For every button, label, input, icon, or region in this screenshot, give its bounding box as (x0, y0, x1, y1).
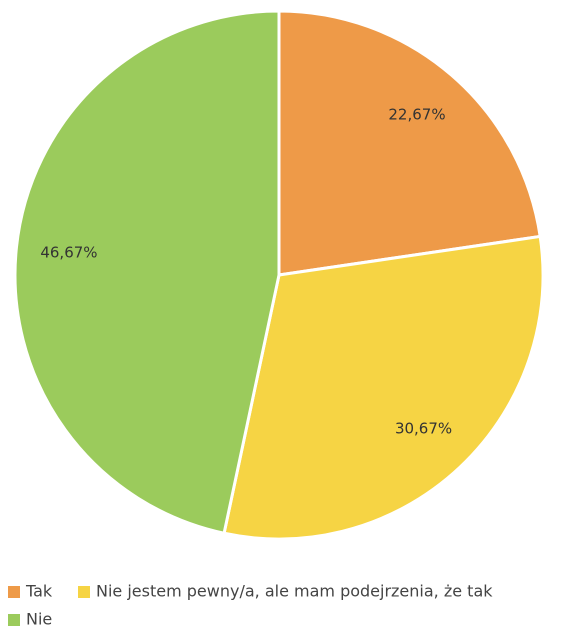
data-label: 46,67% (40, 243, 97, 261)
pie-slice (13, 9, 281, 536)
legend-swatch (8, 614, 20, 626)
legend-label: Nie jestem pewny/a, ale mam podejrzenia,… (96, 582, 493, 601)
legend-swatch (78, 586, 90, 598)
data-label: 30,67% (395, 419, 452, 437)
legend-swatch (8, 586, 20, 598)
legend-label: Tak (25, 582, 53, 601)
legend-label: Nie (26, 610, 52, 629)
pie-slice (277, 9, 542, 277)
data-label: 22,67% (388, 106, 445, 124)
pie-slice (222, 234, 545, 541)
